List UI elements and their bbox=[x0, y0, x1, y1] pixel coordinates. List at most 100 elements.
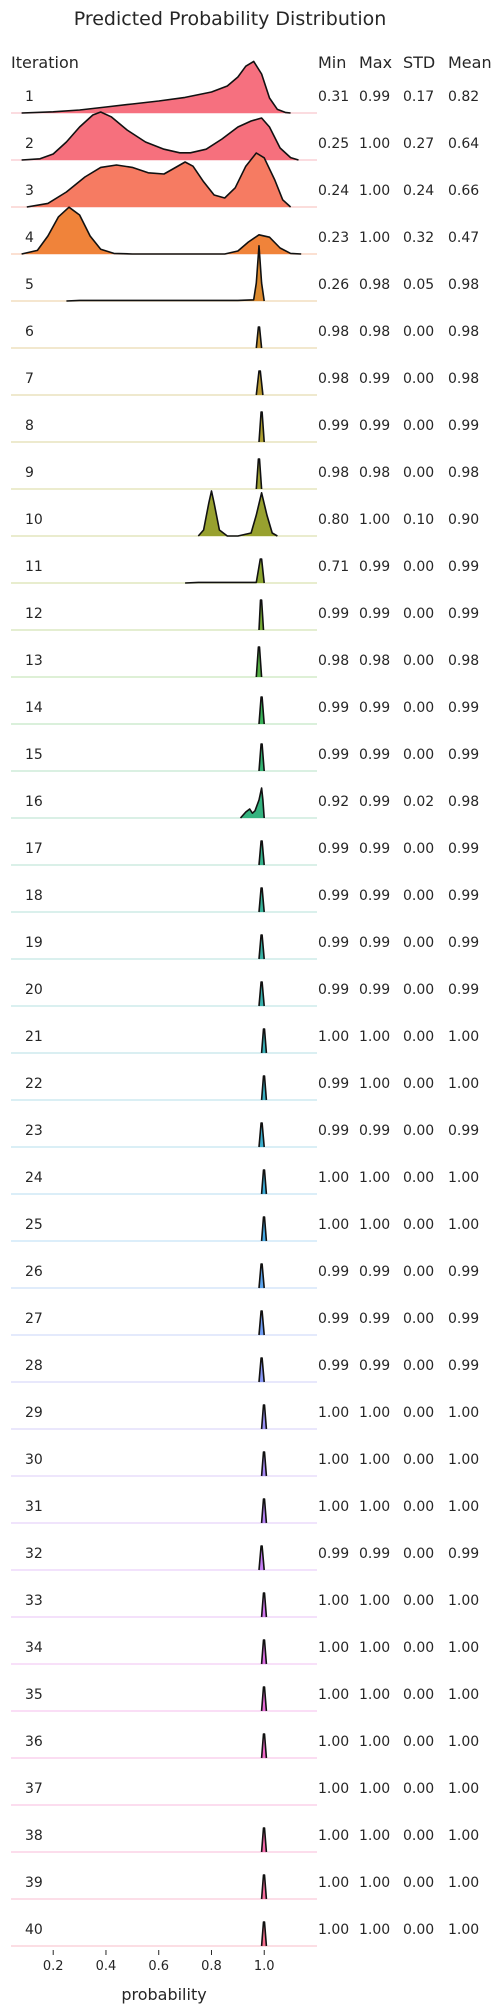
stat-std-value: 0.00 bbox=[403, 1546, 434, 1562]
ridge-row: 12 0.99 0.99 0.00 0.99 bbox=[11, 599, 479, 631]
ridge-row: 34 1.00 1.00 0.00 1.00 bbox=[11, 1639, 479, 1665]
stat-std-value: 0.17 bbox=[403, 89, 434, 105]
ridge-density-outline bbox=[260, 1028, 268, 1054]
iteration-label: 8 bbox=[25, 418, 34, 434]
iteration-label: 33 bbox=[25, 1593, 43, 1609]
ridge-density-outline bbox=[260, 1686, 268, 1712]
stat-max-value: 0.99 bbox=[359, 1546, 390, 1562]
stat-std-value: 0.00 bbox=[403, 465, 434, 481]
iteration-label: 10 bbox=[25, 512, 43, 528]
stat-max-value: 1.00 bbox=[359, 1029, 390, 1045]
stat-mean-value: 0.99 bbox=[448, 1264, 479, 1280]
ridge-row: 33 1.00 1.00 0.00 1.00 bbox=[11, 1592, 479, 1618]
stat-min-value: 0.26 bbox=[318, 277, 349, 293]
stat-max-value: 1.00 bbox=[359, 1875, 390, 1891]
stat-max-value: 0.99 bbox=[359, 1123, 390, 1139]
ridge-row: 14 0.99 0.99 0.00 0.99 bbox=[11, 696, 479, 725]
ridge-density-outline bbox=[255, 326, 263, 349]
ridge-density-outline bbox=[197, 490, 278, 537]
stat-std-value: 0.00 bbox=[403, 1640, 434, 1656]
stat-mean-value: 0.99 bbox=[448, 1311, 479, 1327]
stat-std-value: 0.10 bbox=[403, 512, 434, 528]
stat-std-value: 0.00 bbox=[403, 747, 434, 763]
stat-min-value: 0.98 bbox=[318, 653, 349, 669]
stat-mean-value: 1.00 bbox=[448, 1922, 479, 1938]
stat-mean-value: 1.00 bbox=[448, 1405, 479, 1421]
stat-std-value: 0.00 bbox=[403, 1452, 434, 1468]
stat-mean-value: 0.99 bbox=[448, 606, 479, 622]
stat-header-std: STD bbox=[403, 53, 435, 72]
stat-min-value: 0.98 bbox=[318, 371, 349, 387]
ridge-row: 21 1.00 1.00 0.00 1.00 bbox=[11, 1028, 479, 1054]
stat-max-value: 1.00 bbox=[359, 1076, 390, 1092]
ridge-density-outline bbox=[258, 696, 265, 725]
stat-std-value: 0.24 bbox=[403, 183, 434, 199]
ridge-density-outline bbox=[239, 787, 265, 819]
stat-mean-value: 1.00 bbox=[448, 1875, 479, 1891]
stat-min-value: 0.99 bbox=[318, 747, 349, 763]
ridge-density-outline bbox=[26, 152, 292, 208]
ridge-row: 37 1.00 1.00 0.00 1.00 bbox=[11, 1781, 479, 1806]
stat-header-max: Max bbox=[359, 53, 392, 72]
stat-max-value: 0.99 bbox=[359, 935, 390, 951]
stat-mean-value: 1.00 bbox=[448, 1781, 479, 1797]
ridge-density-outline bbox=[260, 1639, 268, 1665]
ridge-density-outline bbox=[21, 60, 291, 114]
stat-max-value: 1.00 bbox=[359, 1828, 390, 1844]
ridge-row: 2 0.25 1.00 0.27 0.64 bbox=[11, 111, 479, 161]
stat-min-value: 0.99 bbox=[318, 1311, 349, 1327]
stat-std-value: 0.00 bbox=[403, 559, 434, 575]
stat-std-value: 0.00 bbox=[403, 606, 434, 622]
stat-min-value: 0.80 bbox=[318, 512, 349, 528]
stat-min-value: 0.99 bbox=[318, 982, 349, 998]
stat-min-value: 1.00 bbox=[318, 1875, 349, 1891]
stat-mean-value: 0.99 bbox=[448, 700, 479, 716]
stat-mean-value: 0.99 bbox=[448, 982, 479, 998]
ridge-row: 39 1.00 1.00 0.00 1.00 bbox=[11, 1874, 479, 1900]
iteration-label: 16 bbox=[25, 794, 43, 810]
stat-max-value: 0.99 bbox=[359, 1311, 390, 1327]
stat-std-value: 0.00 bbox=[403, 1499, 434, 1515]
stat-std-value: 0.00 bbox=[403, 888, 434, 904]
stat-mean-value: 1.00 bbox=[448, 1217, 479, 1233]
stat-mean-value: 0.99 bbox=[448, 1123, 479, 1139]
stat-min-value: 0.99 bbox=[318, 1546, 349, 1562]
stat-std-value: 0.00 bbox=[403, 935, 434, 951]
ridge-row: 16 0.92 0.99 0.02 0.98 bbox=[11, 787, 479, 819]
stat-min-value: 1.00 bbox=[318, 1734, 349, 1750]
iteration-label: 3 bbox=[25, 183, 34, 199]
ridge-density-outline bbox=[258, 743, 265, 772]
ridge-density-outline bbox=[260, 1874, 268, 1900]
ridge-row: 20 0.99 0.99 0.00 0.99 bbox=[11, 981, 479, 1007]
stat-mean-value: 1.00 bbox=[448, 1828, 479, 1844]
iteration-label: 27 bbox=[25, 1311, 43, 1327]
stat-max-value: 1.00 bbox=[359, 512, 390, 528]
iteration-label: 12 bbox=[25, 606, 43, 622]
stat-max-value: 1.00 bbox=[359, 1593, 390, 1609]
stat-mean-value: 1.00 bbox=[448, 1452, 479, 1468]
stat-max-value: 1.00 bbox=[359, 1734, 390, 1750]
stat-mean-value: 1.00 bbox=[448, 1170, 479, 1186]
iteration-label: 11 bbox=[25, 559, 43, 575]
iteration-label: 18 bbox=[25, 888, 43, 904]
iteration-label: 5 bbox=[25, 277, 34, 293]
ridge-density-outline bbox=[185, 558, 265, 584]
stat-std-value: 0.00 bbox=[403, 1029, 434, 1045]
ridge-density-outline bbox=[21, 111, 299, 161]
iteration-label: 36 bbox=[25, 1734, 43, 1750]
stat-min-value: 0.99 bbox=[318, 700, 349, 716]
iteration-label: 31 bbox=[25, 1499, 43, 1515]
stat-min-value: 1.00 bbox=[318, 1640, 349, 1656]
x-axis: 0.2 0.4 0.6 0.8 1.0 bbox=[43, 1950, 275, 1974]
stat-max-value: 0.99 bbox=[359, 794, 390, 810]
ridge-density-outline bbox=[66, 245, 265, 302]
ridge-density-outline bbox=[260, 1404, 268, 1430]
stat-min-value: 0.99 bbox=[318, 841, 349, 857]
stat-std-value: 0.00 bbox=[403, 1170, 434, 1186]
stat-std-value: 0.00 bbox=[403, 1358, 434, 1374]
stat-min-value: 1.00 bbox=[318, 1922, 349, 1938]
ridge-row: 19 0.99 0.99 0.00 0.99 bbox=[11, 934, 479, 960]
stat-min-value: 0.99 bbox=[318, 888, 349, 904]
ridge-density-outline bbox=[258, 981, 265, 1007]
